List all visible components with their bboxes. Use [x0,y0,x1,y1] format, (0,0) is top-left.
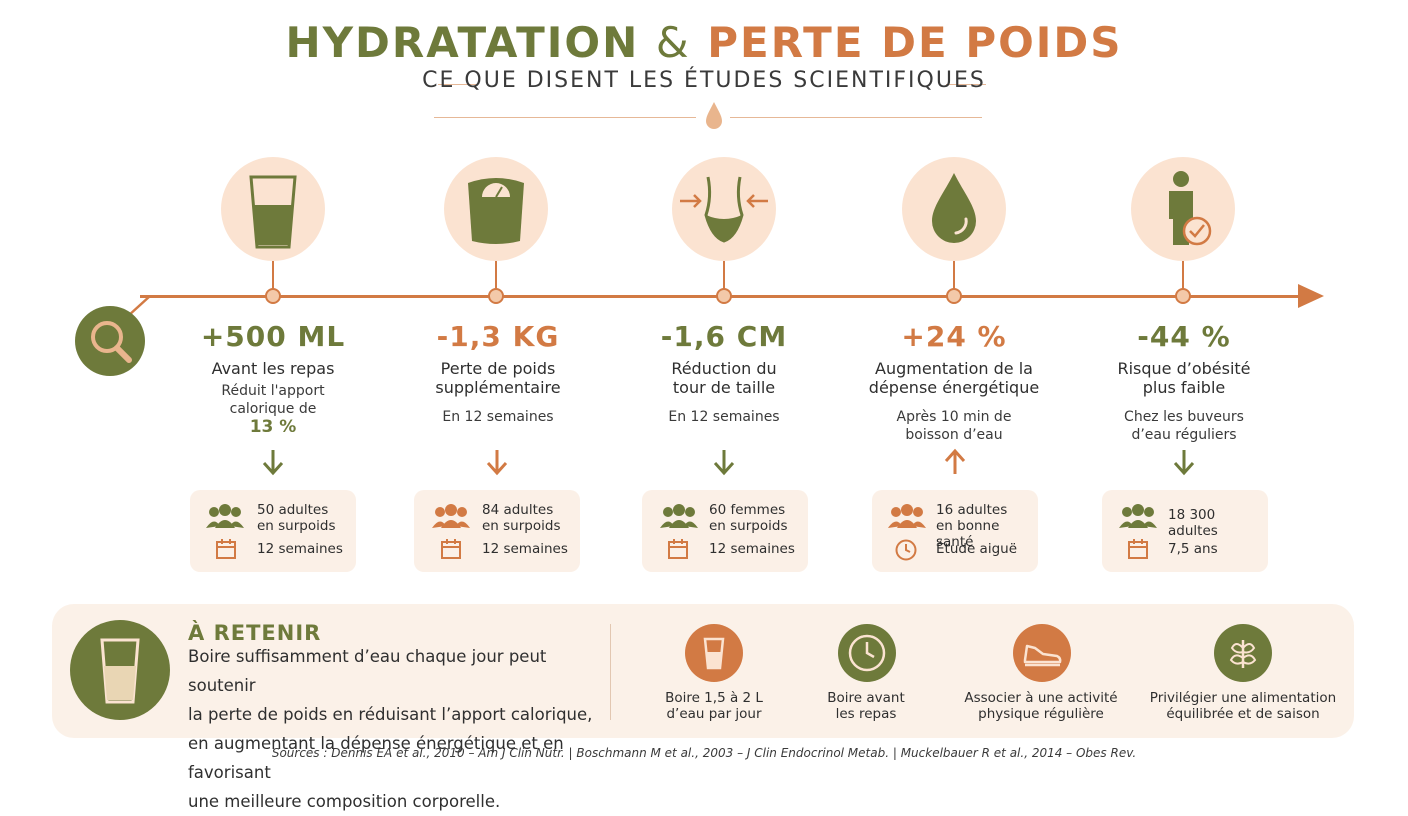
people-group-icon [1119,504,1157,528]
arrow-up-icon [944,448,966,474]
timeline-dot [716,288,732,304]
leaf-icon [1229,640,1257,668]
drop-ornament-icon [706,102,722,129]
study-icon-circle [672,157,776,261]
subtitle-rule-right [946,84,986,85]
retenir-text: Boire suffisamment d’eau chaque jour peu… [188,647,593,811]
arrow-down-icon [1173,450,1195,476]
study-card: 60 femmes en surpoids 12 semaines [642,490,808,572]
retenir-title: À RETENIR [188,621,322,645]
timeline-arrow-head [1298,284,1324,308]
timeline-dot [265,288,281,304]
search-badge [75,306,145,376]
study-desc: Réduit l'apport calorique de 13 % [221,383,325,437]
subtitle-rule-left [438,84,478,85]
page-title: HYDRATATION & PERTE DE POIDS [285,18,1123,67]
water-glass-icon [249,175,297,249]
study-stat: -1,3 KG [436,320,560,353]
connector [1182,261,1184,289]
tip-icon-circle [1214,624,1272,682]
timeline-dot [1175,288,1191,304]
clock-icon [848,634,886,672]
study-label: Avant les repas [211,359,335,378]
study-icon-circle [902,157,1006,261]
divider-right [730,117,982,118]
study-icon-circle [1131,157,1235,261]
timeline-dot [488,288,504,304]
study-label: Risque d’obésité plus faible [1117,359,1251,397]
people-group-icon [432,504,470,528]
study-label: Perte de poids supplémentaire [435,359,561,397]
panel-divider [610,624,611,720]
study-card: 18 300 adultes 7,5 ans [1102,490,1268,572]
study-desc: En 12 semaines [442,409,554,425]
tip-icon-circle [838,624,896,682]
timeline-dot [946,288,962,304]
people-group-icon [888,504,926,528]
study-card: 84 adultes en surpoids 12 semaines [414,490,580,572]
connector [495,261,497,289]
tip-text: Boire avant les repas [827,690,905,722]
tip-icon-circle [1013,624,1071,682]
tip-text: Boire 1,5 à 2 L d’eau par jour [665,690,763,722]
sneaker-icon [1023,644,1062,667]
study-desc: En 12 semaines [668,409,780,425]
people-group-icon [660,504,698,528]
study-stat: -44 % [1137,320,1231,353]
study-stat: +500 ML [200,320,346,353]
scale-icon [468,178,524,244]
search-icon [91,321,132,363]
waist-icon [680,176,768,243]
arrow-down-icon [713,450,735,476]
study-label: Augmentation de la dépense énergétique [868,359,1040,397]
calendar-icon [216,539,236,559]
calendar-icon [668,539,688,559]
connector [953,261,955,289]
connector [272,261,274,289]
water-drop-icon [932,173,976,243]
glass-icon [703,637,725,670]
connector [723,261,725,289]
water-glass-icon [100,638,140,704]
calendar-icon [441,539,461,559]
study-card: 16 adultes en bonne santé Étude aiguë [872,490,1038,572]
study-icon-circle [221,157,325,261]
page-subtitle: CE QUE DISENT LES ÉTUDES SCIENTIFIQUES [422,68,986,93]
calendar-icon [1128,539,1148,559]
study-icon-circle [444,157,548,261]
study-stat: +24 % [901,320,1007,353]
study-label: Réduction du tour de taille [671,359,777,397]
divider-left [434,117,696,118]
arrow-down-icon [486,450,508,476]
tip-icon-circle [685,624,743,682]
people-group-icon [206,504,244,528]
study-card: 50 adultes en surpoids 12 semaines [190,490,356,572]
tip-text: Privilégier une alimentation équilibrée … [1149,690,1337,722]
tip-text: Associer à une activité physique réguliè… [964,690,1118,722]
study-desc: Après 10 min de boisson d’eau [896,409,1012,443]
clock-icon [895,539,917,561]
person-check-icon [1169,171,1212,246]
arrow-down-icon [262,450,284,476]
retenir-badge [70,620,170,720]
study-desc: Chez les buveurs d’eau réguliers [1124,409,1244,443]
sources: Sources : Dennis EA et al., 2010 – Am J … [271,746,1137,760]
study-stat: -1,6 CM [660,320,788,353]
